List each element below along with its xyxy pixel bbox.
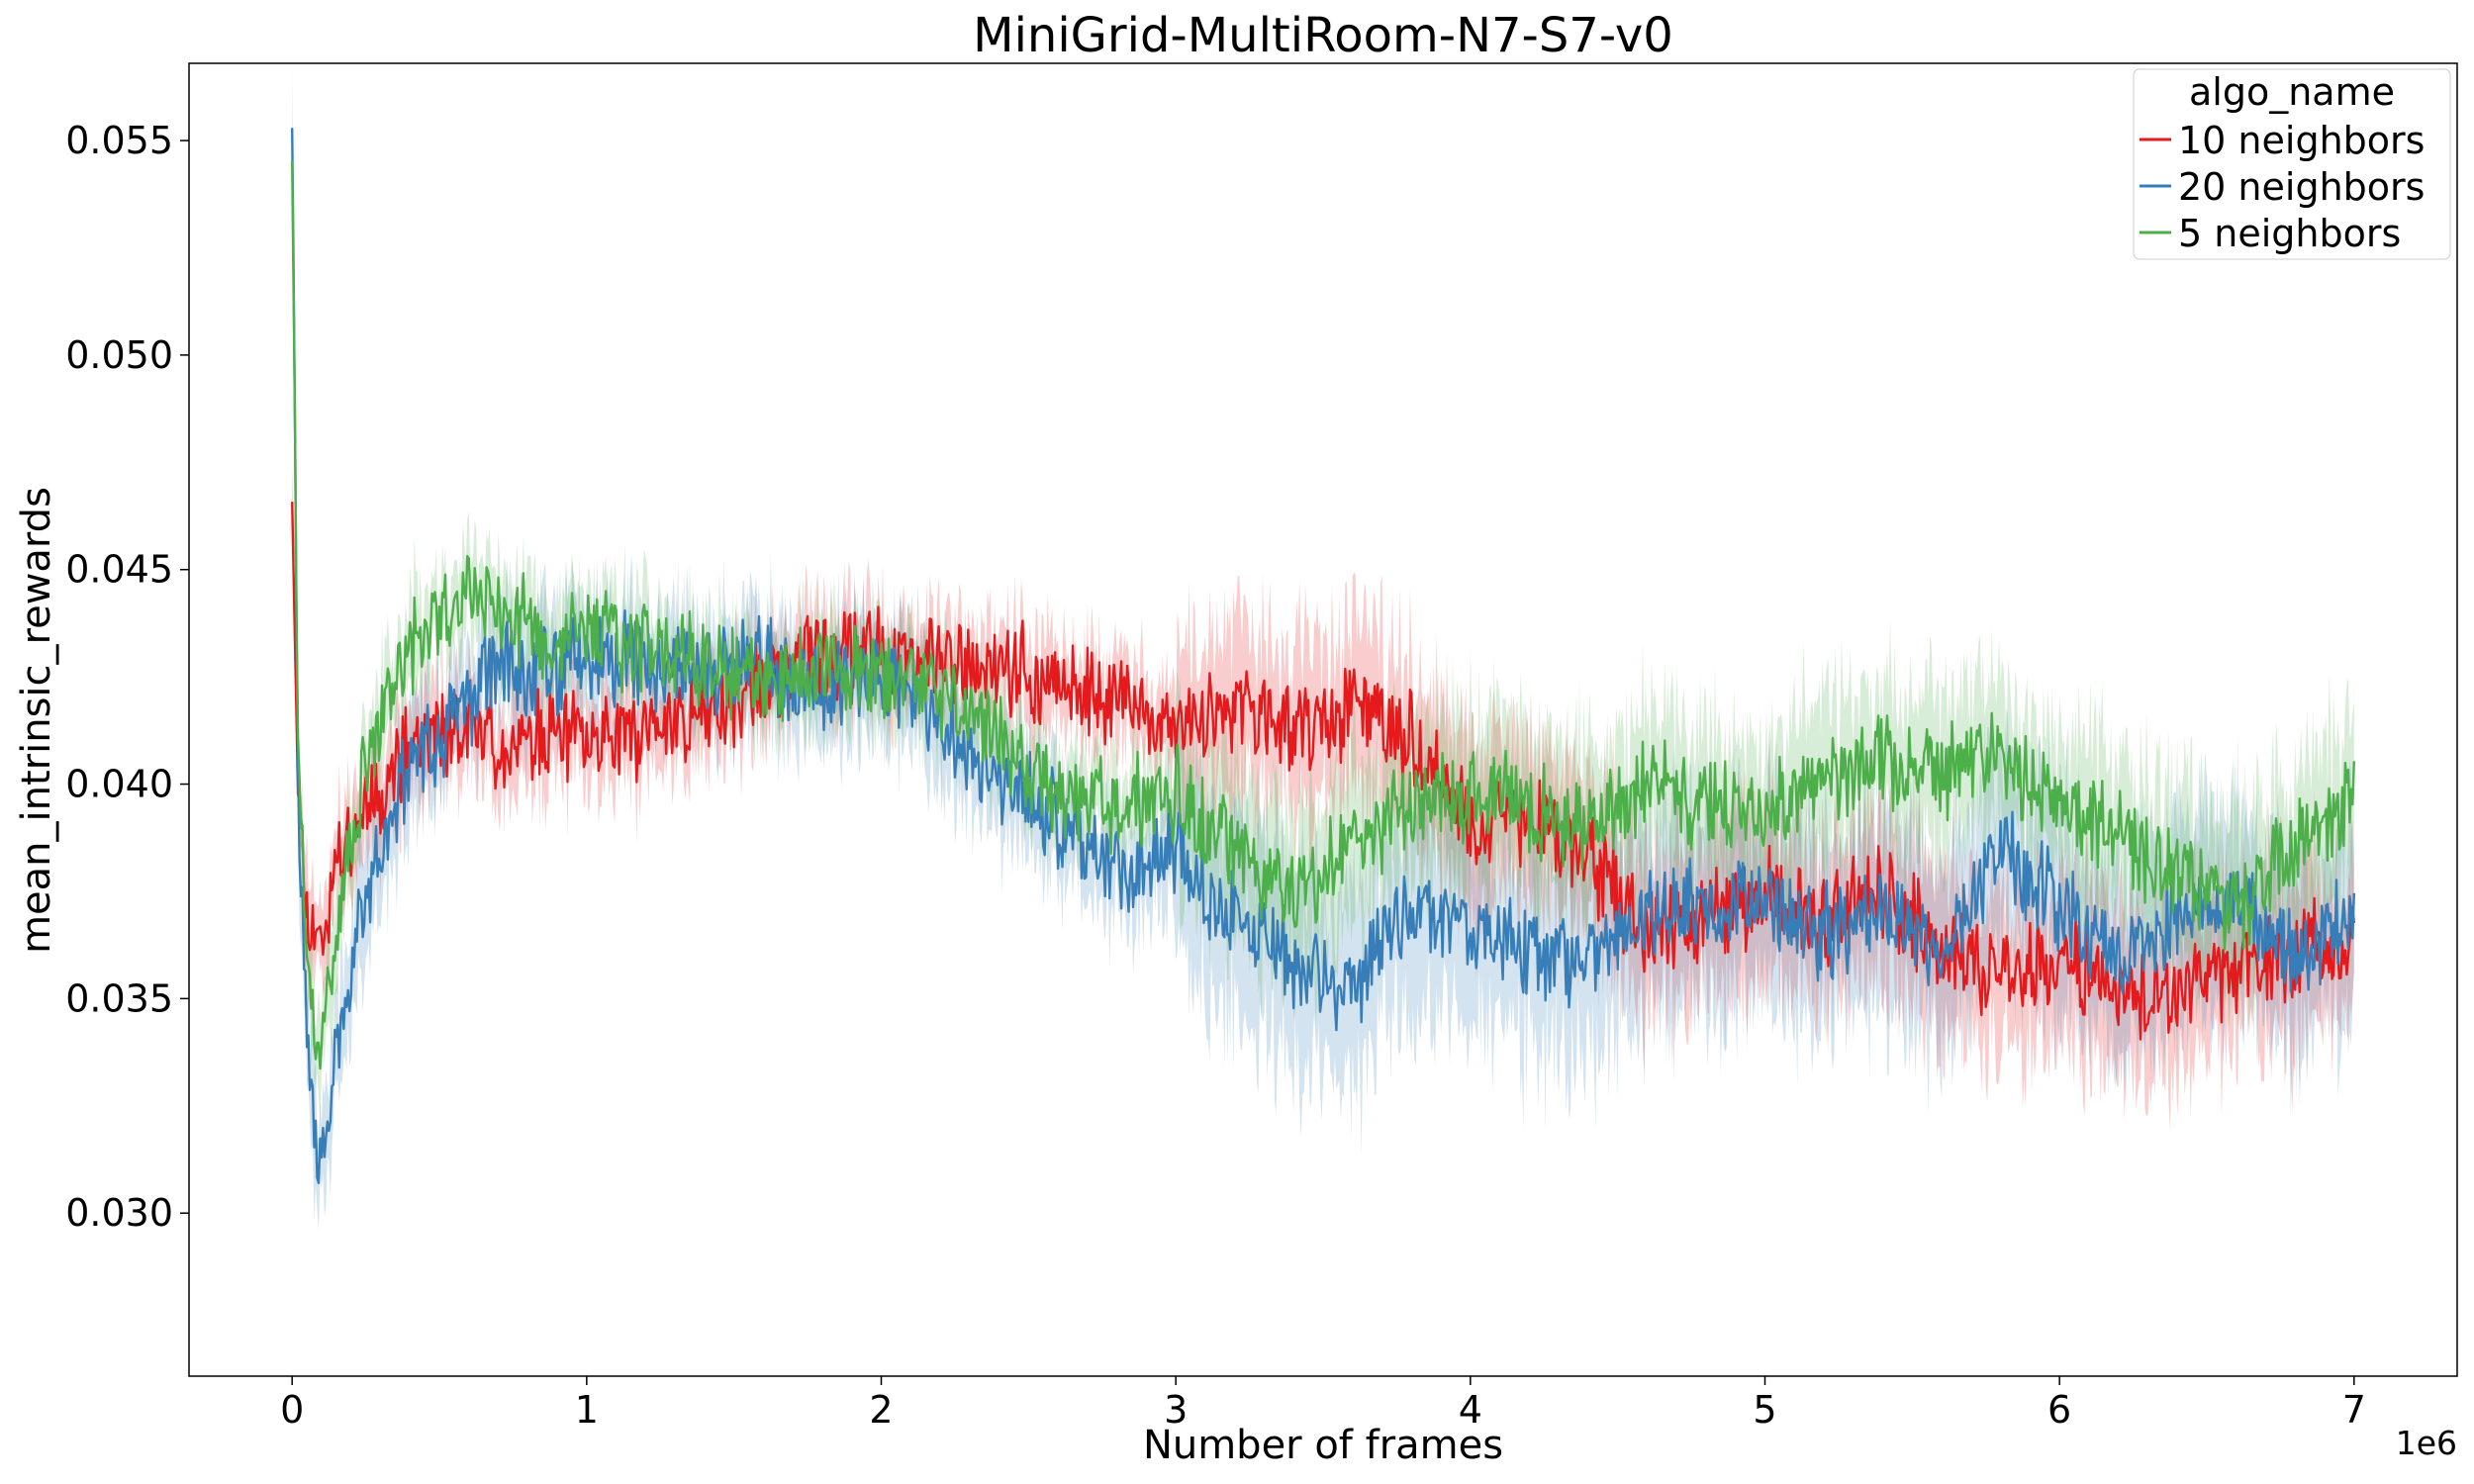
y-tick-label: 0.035 — [65, 976, 173, 1020]
y-tick-label: 0.055 — [65, 119, 173, 162]
x-axis-offset-label: 1e6 — [2396, 1424, 2457, 1462]
legend-box — [2133, 68, 2451, 260]
x-axis: 0 1 2 3 4 5 6 7 — [280, 1376, 2366, 1432]
y-axis: 0.030 0.035 0.040 0.045 0.050 0.055 — [65, 119, 189, 1235]
series-lines — [291, 128, 2355, 1184]
x-tick-label: 0 — [280, 1388, 304, 1432]
x-axis-label: Number of frames — [1143, 1423, 1503, 1468]
legend-label-3: 5 neighbors — [2178, 212, 2401, 255]
x-tick-label: 3 — [1164, 1388, 1188, 1432]
legend-label-1: 10 neighbors — [2178, 119, 2425, 162]
x-tick-label: 5 — [1753, 1388, 1776, 1432]
x-tick-label: 6 — [2047, 1388, 2071, 1432]
line-series-1 — [291, 502, 2355, 1041]
y-tick-label: 0.050 — [65, 333, 173, 377]
band-series-3 — [292, 139, 2354, 1125]
y-axis-label: mean_intrinsic_rewards — [14, 487, 59, 954]
x-tick-label: 1 — [575, 1388, 599, 1432]
legend-title: algo_name — [2189, 70, 2395, 114]
legend-label-2: 20 neighbors — [2178, 165, 2425, 209]
x-tick-label: 7 — [2342, 1388, 2366, 1432]
y-tick-label: 0.030 — [65, 1191, 173, 1235]
line-series-3 — [291, 160, 2355, 1070]
y-tick-label: 0.040 — [65, 763, 173, 806]
x-tick-label: 2 — [869, 1388, 893, 1432]
y-tick-label: 0.045 — [65, 548, 173, 592]
plot-frame — [188, 62, 2458, 1377]
chart-title: MiniGrid-MultiRoom-N7-S7-v0 — [973, 8, 1673, 63]
x-tick-label: 4 — [1459, 1388, 1482, 1432]
